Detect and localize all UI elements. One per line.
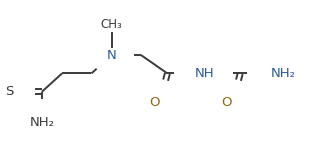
Text: NH: NH	[195, 67, 215, 80]
Text: O: O	[149, 96, 159, 109]
Text: S: S	[5, 85, 14, 98]
Text: CH₃: CH₃	[101, 18, 122, 31]
Text: O: O	[222, 96, 232, 109]
Text: N: N	[107, 49, 117, 62]
Text: NH₂: NH₂	[29, 116, 54, 129]
Text: NH₂: NH₂	[271, 67, 296, 80]
